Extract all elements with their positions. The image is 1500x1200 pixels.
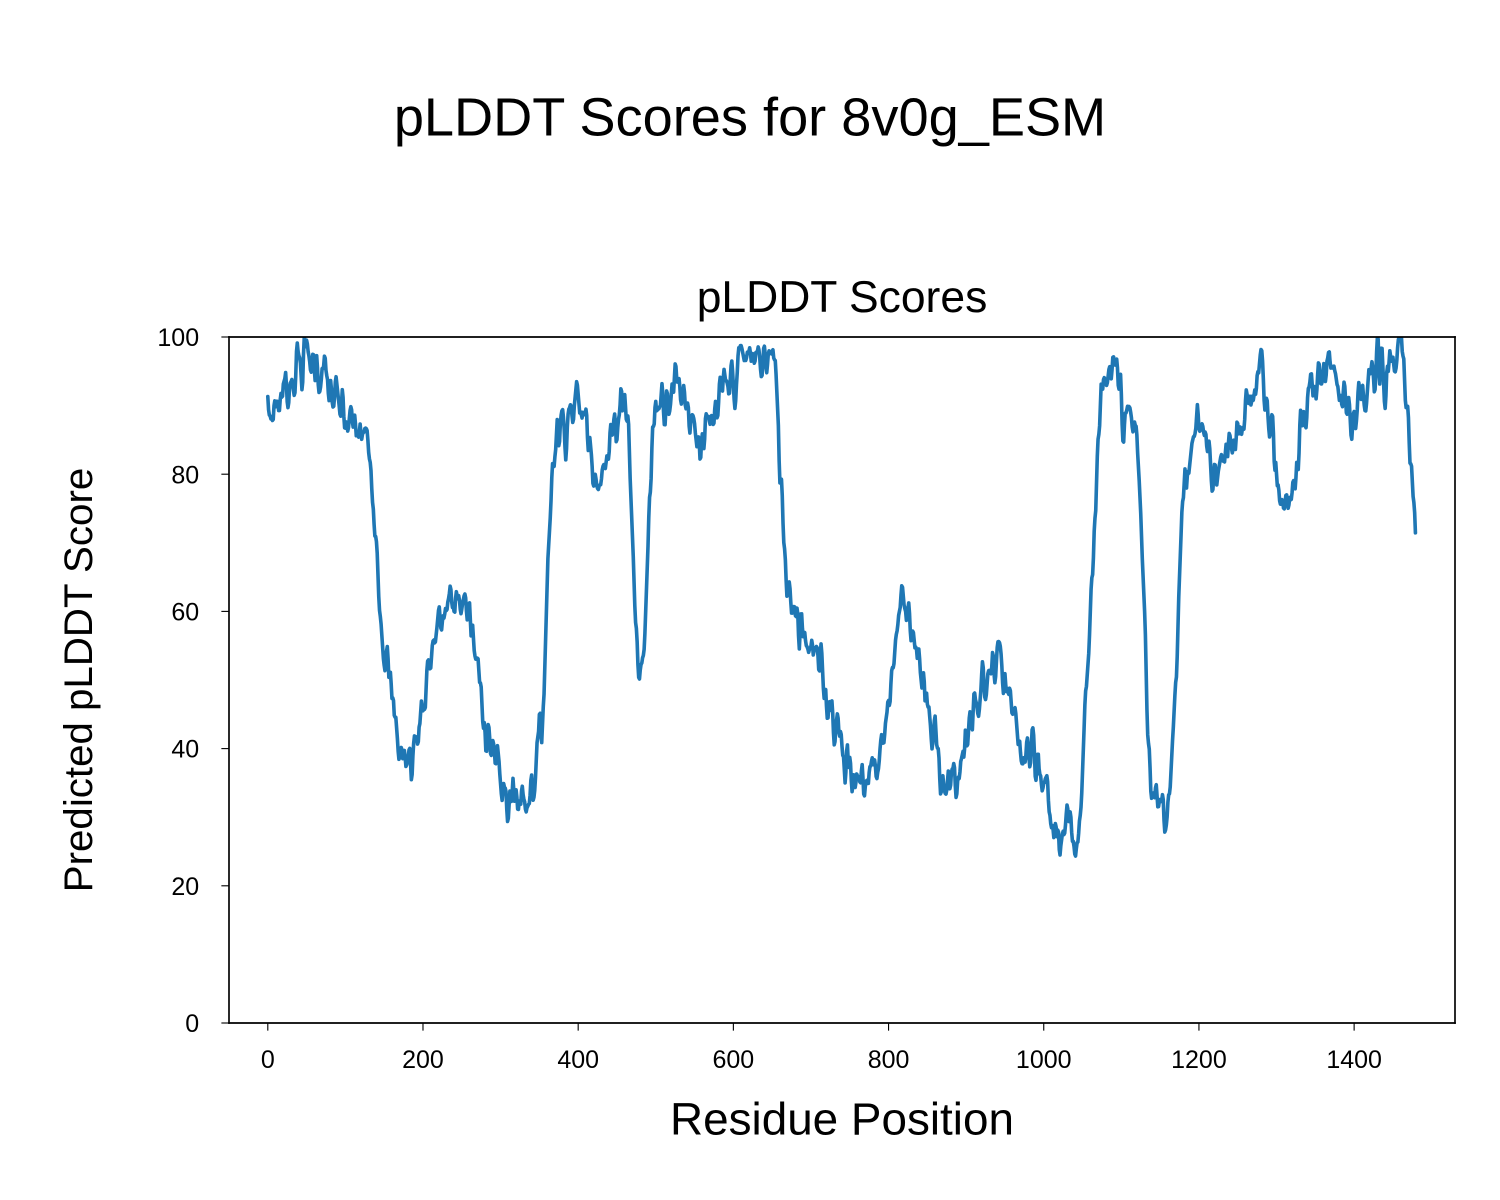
svg-text:600: 600 bbox=[713, 1046, 755, 1074]
svg-text:0: 0 bbox=[185, 1010, 199, 1038]
svg-text:80: 80 bbox=[171, 461, 199, 489]
svg-text:800: 800 bbox=[868, 1046, 910, 1074]
svg-text:pLDDT Scores: pLDDT Scores bbox=[697, 273, 988, 322]
svg-text:0: 0 bbox=[261, 1046, 275, 1074]
svg-text:100: 100 bbox=[157, 324, 199, 352]
svg-text:40: 40 bbox=[171, 736, 199, 764]
svg-text:200: 200 bbox=[402, 1046, 444, 1074]
svg-text:20: 20 bbox=[171, 873, 199, 901]
svg-text:Residue Position: Residue Position bbox=[670, 1093, 1014, 1144]
svg-text:400: 400 bbox=[557, 1046, 599, 1074]
svg-text:60: 60 bbox=[171, 598, 199, 626]
svg-text:pLDDT Scores for 8v0g_ESM: pLDDT Scores for 8v0g_ESM bbox=[394, 87, 1106, 147]
svg-text:1200: 1200 bbox=[1171, 1046, 1227, 1074]
svg-text:1000: 1000 bbox=[1016, 1046, 1072, 1074]
svg-text:1400: 1400 bbox=[1326, 1046, 1382, 1074]
svg-text:Predicted pLDDT Score: Predicted pLDDT Score bbox=[56, 468, 101, 892]
